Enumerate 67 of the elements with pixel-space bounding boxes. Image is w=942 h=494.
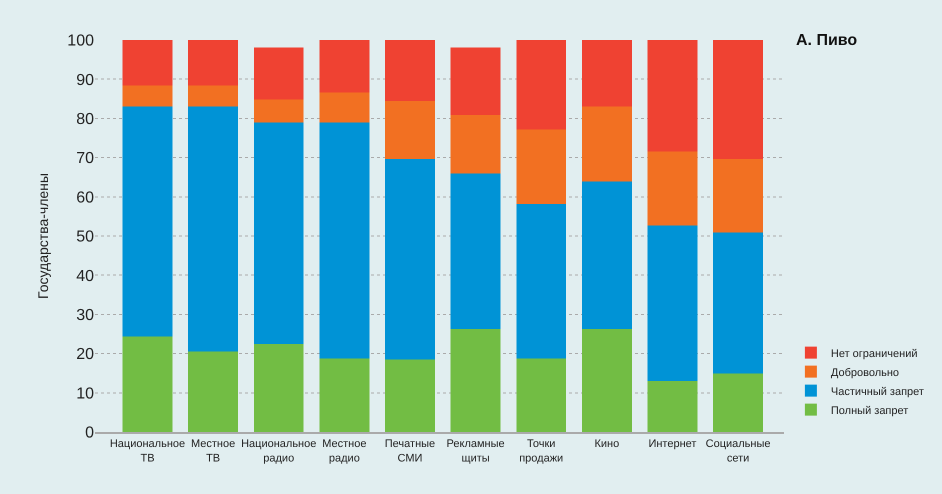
x-tick-label: Социальные сети xyxy=(706,438,771,464)
bar xyxy=(188,106,238,352)
x-tick-label: Рекламные щиты xyxy=(446,438,505,464)
x-tick-label: Печатные СМИ xyxy=(384,438,436,464)
bar xyxy=(582,106,632,182)
legend-label: Добровольно xyxy=(830,366,900,379)
bar xyxy=(516,129,566,204)
y-tick-label: 60 xyxy=(76,189,94,206)
bar xyxy=(516,358,566,432)
y-tick-label: 0 xyxy=(85,424,94,442)
bar xyxy=(122,40,172,86)
bar xyxy=(582,328,632,432)
bar xyxy=(319,40,370,93)
x-tick-label: Интернет xyxy=(648,438,696,450)
legend-label: Полный запрет xyxy=(830,404,908,417)
bar xyxy=(385,158,435,360)
bar xyxy=(450,47,501,115)
bar xyxy=(319,92,370,122)
bar xyxy=(648,40,698,152)
bar xyxy=(122,336,172,432)
y-tick-label: 10 xyxy=(76,385,94,402)
x-tick-label: Точки продажи xyxy=(519,438,564,464)
bar xyxy=(713,40,763,159)
y-tick-label: 100 xyxy=(67,32,94,50)
y-tick-label: 80 xyxy=(76,111,94,128)
bar xyxy=(188,85,238,107)
bar xyxy=(254,122,304,344)
x-tick-label: Местное радио xyxy=(322,438,366,464)
bar xyxy=(582,40,632,107)
y-tick-label: 20 xyxy=(76,346,94,364)
bar xyxy=(713,232,763,374)
y-tick-label: 50 xyxy=(76,228,94,246)
bar xyxy=(319,122,370,358)
bar xyxy=(254,47,304,100)
bar xyxy=(582,182,632,329)
bar xyxy=(122,106,172,337)
y-tick-label: 90 xyxy=(76,72,94,89)
bar xyxy=(450,173,501,329)
y-tick-label: 70 xyxy=(76,150,94,168)
x-tick-label: Кино xyxy=(594,438,620,450)
x-tick-label: Местное ТВ xyxy=(190,438,236,464)
y-tick-label: 40 xyxy=(76,268,94,285)
bar xyxy=(450,114,501,174)
bar xyxy=(713,374,763,432)
bar xyxy=(122,85,172,107)
bar xyxy=(254,100,304,122)
bar xyxy=(385,100,435,159)
y-axis-title: Государства-члены xyxy=(34,173,51,299)
bar xyxy=(516,40,566,130)
bar xyxy=(713,158,763,232)
y-tick-label: 30 xyxy=(76,307,94,324)
bar xyxy=(188,351,238,432)
bar xyxy=(450,328,501,432)
bar xyxy=(319,358,370,432)
bar xyxy=(385,359,435,432)
bar xyxy=(254,344,304,432)
bar xyxy=(648,381,698,432)
bar xyxy=(648,152,698,226)
x-tick-label: Национальное радио xyxy=(241,438,316,464)
text: А. Пиво xyxy=(796,32,858,49)
legend-label: Частичный запрет xyxy=(830,386,924,398)
bar xyxy=(385,40,435,101)
bar xyxy=(648,225,698,382)
legend-label: Нет ограничений xyxy=(830,348,918,360)
bar xyxy=(188,40,238,86)
x-tick-label: Национальное ТВ xyxy=(110,438,186,464)
bar xyxy=(516,204,566,358)
